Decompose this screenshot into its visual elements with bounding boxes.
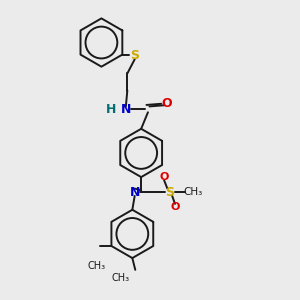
Text: CH₃: CH₃: [112, 273, 130, 283]
Text: H: H: [106, 103, 116, 116]
Text: O: O: [162, 97, 172, 110]
Text: CH₃: CH₃: [183, 187, 202, 197]
Text: N: N: [121, 103, 131, 116]
Text: S: S: [165, 186, 174, 199]
Text: CH₃: CH₃: [87, 261, 106, 271]
Text: O: O: [171, 202, 180, 212]
Text: S: S: [130, 49, 139, 62]
Text: N: N: [130, 186, 140, 199]
Text: O: O: [159, 172, 169, 182]
